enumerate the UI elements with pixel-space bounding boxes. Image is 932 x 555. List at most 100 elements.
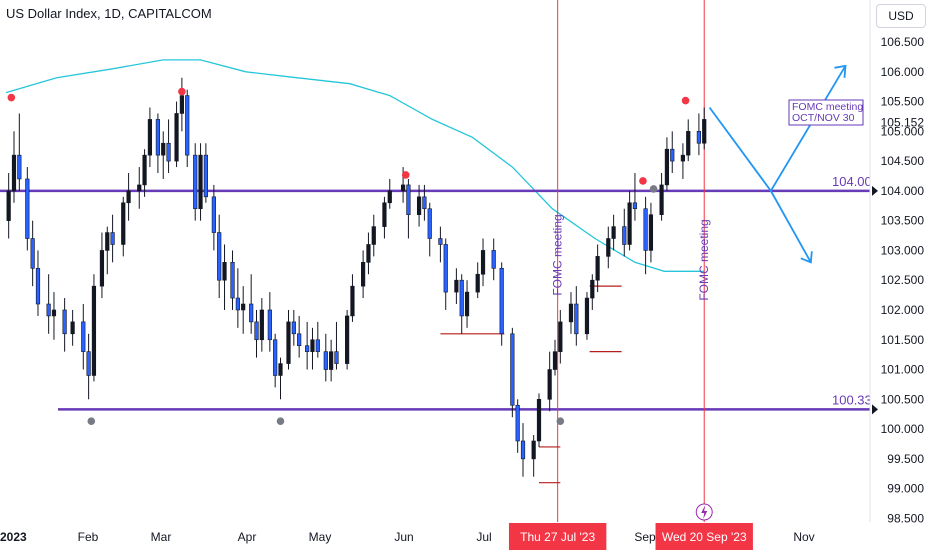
- price-tick-label: 103.500: [881, 214, 925, 228]
- vertical-markers-layer: FOMC meeting FOMC meeting: [551, 0, 713, 522]
- candle: [670, 131, 675, 174]
- candle-body: [203, 154, 208, 198]
- candle-body: [627, 202, 632, 245]
- candle: [46, 274, 51, 334]
- candle-body: [105, 232, 110, 251]
- candle-body: [155, 119, 161, 156]
- candle-body: [267, 309, 272, 341]
- candle-body: [531, 440, 536, 460]
- candle: [480, 238, 486, 287]
- candle-body: [230, 262, 235, 299]
- price-tick-label: 99.000: [887, 482, 924, 496]
- note-box: [788, 99, 864, 126]
- candle-body: [584, 297, 590, 335]
- candle-body: [174, 113, 179, 162]
- candle: [203, 143, 208, 203]
- candle: [595, 244, 600, 293]
- candle-body: [558, 321, 563, 352]
- candle-body: [574, 303, 579, 335]
- candle-body: [454, 279, 459, 293]
- candle-body: [515, 404, 520, 442]
- candle: [558, 309, 563, 364]
- fomc-label: FOMC meeting: [551, 214, 565, 295]
- candle-body: [222, 262, 227, 281]
- candle: [680, 143, 686, 179]
- candle: [382, 196, 387, 239]
- candle: [217, 214, 222, 299]
- candle-body: [590, 279, 595, 299]
- candle-body: [400, 184, 406, 192]
- candle-body: [278, 363, 283, 376]
- candle-body: [286, 321, 291, 364]
- candle: [416, 184, 422, 227]
- note-line-2: OCT/NOV 30: [792, 112, 855, 124]
- candle: [366, 232, 371, 275]
- candle-body: [142, 154, 147, 186]
- candle-body: [416, 196, 422, 215]
- candle: [235, 268, 240, 328]
- candle-body: [6, 190, 11, 221]
- candle: [25, 167, 30, 251]
- candle-body: [62, 309, 67, 335]
- candle-body: [254, 321, 259, 341]
- candle-body: [664, 148, 670, 186]
- chart-title: US Dollar Index, 1D, CAPITALCOM: [6, 6, 212, 21]
- price-tick-label: 101.000: [881, 363, 925, 377]
- candle: [230, 250, 235, 310]
- candle: [696, 113, 701, 156]
- candle: [30, 220, 35, 287]
- candle: [622, 208, 627, 257]
- swing-high-dot: [639, 177, 647, 185]
- candle-body: [361, 262, 366, 287]
- candle-body: [459, 279, 464, 317]
- candle-body: [297, 333, 302, 347]
- candle-body: [273, 339, 278, 376]
- candle: [584, 292, 590, 340]
- candle-body: [350, 285, 355, 317]
- price-tick-label: 101.500: [881, 333, 925, 347]
- candle: [273, 333, 278, 388]
- candle: [590, 274, 595, 310]
- candle-body: [99, 250, 105, 287]
- candle: [198, 143, 203, 221]
- candle-body: [235, 297, 240, 311]
- candle: [611, 214, 616, 251]
- time-tick-label: Jun: [394, 530, 413, 544]
- candle: [51, 292, 57, 340]
- candle: [443, 238, 448, 310]
- price-tick-label: 105.000: [881, 124, 925, 138]
- candle: [147, 107, 153, 168]
- candle-body: [547, 369, 552, 400]
- time-tick-label: 2023: [0, 530, 27, 544]
- candle-body: [491, 250, 496, 269]
- candle-body: [371, 226, 376, 245]
- candle-body: [315, 339, 320, 352]
- candle: [536, 393, 542, 447]
- candle: [86, 333, 91, 400]
- projection-path: [708, 65, 847, 193]
- time-axis[interactable]: Thu 27 Jul '23 Wed 20 Sep '23 2023 Feb Mar Ap…: [0, 522, 870, 550]
- candle-body: [334, 351, 339, 364]
- price-axis[interactable]: 106.500 106.000 105.500 105.000 104.500 104.0…: [869, 0, 932, 525]
- candle: [702, 107, 707, 150]
- candle: [126, 173, 131, 221]
- candle-body: [520, 440, 526, 460]
- candle: [62, 298, 67, 352]
- horizontal-levels-layer: 104.00 100.33: [0, 174, 872, 411]
- candle-body: [17, 154, 22, 180]
- candle-body: [137, 184, 142, 192]
- candle-body: [696, 131, 701, 144]
- price-tick-label: 102.500: [881, 273, 925, 287]
- candle: [286, 309, 291, 370]
- candle-body: [643, 208, 648, 251]
- candle: [6, 173, 11, 239]
- time-tick-label: Jul: [476, 530, 491, 544]
- candle-body: [632, 202, 638, 210]
- currency-button[interactable]: USD: [876, 4, 926, 28]
- candle: [659, 173, 664, 221]
- candle-body: [568, 303, 574, 323]
- candle-body: [475, 273, 480, 293]
- candle: [552, 339, 558, 376]
